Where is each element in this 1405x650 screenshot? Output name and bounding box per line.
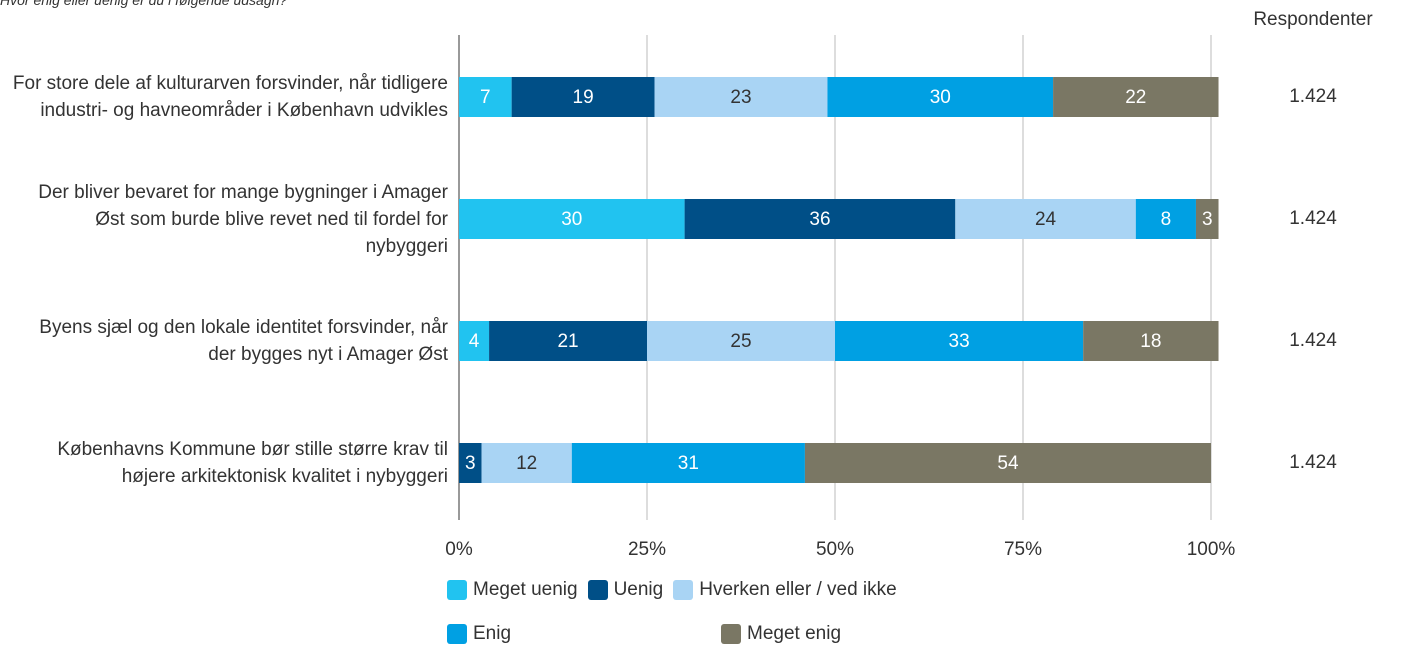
data-label: 3 [465, 453, 476, 474]
legend-label: Hverken eller / ved ikke [699, 579, 897, 600]
bar-segment [1195, 199, 1219, 239]
bar-segment [489, 321, 647, 361]
data-label: 30 [930, 87, 951, 108]
legend: Meget uenig Uenig Hverken eller / ved ikke… [447, 576, 1147, 648]
x-tick-label: 25% [628, 539, 666, 560]
category-label: Byens sjæl og den lokale identitet forsv… [39, 317, 448, 365]
data-label: 19 [573, 87, 594, 108]
chart-title: Hvor enig eller uenig er du i følgende u… [0, 0, 288, 8]
legend-label: Enig [473, 623, 512, 644]
data-label: 7 [480, 87, 491, 108]
respondent-count: 1.424 [1289, 86, 1337, 107]
legend-label: Meget uenig [473, 579, 578, 600]
bar-segment [1135, 199, 1196, 239]
bar-segment [459, 321, 490, 361]
respondent-count: 1.424 [1289, 208, 1337, 229]
data-label: 33 [949, 331, 970, 352]
bar-segment [1083, 321, 1219, 361]
bar-segment [459, 199, 685, 239]
bar-segment [571, 443, 805, 483]
x-tick-label: 75% [1004, 539, 1042, 560]
legend-item: Uenig [587, 576, 664, 604]
data-label: 36 [809, 209, 830, 230]
bar-segment [654, 77, 828, 117]
bar-segment [1053, 77, 1219, 117]
bar-segment [955, 199, 1136, 239]
legend-swatch [447, 580, 467, 600]
x-tick-label: 0% [445, 539, 473, 560]
category-label: Københavns Kommune bør stille større kra… [57, 439, 448, 487]
legend-label: Uenig [613, 579, 664, 600]
legend-item: Meget uenig [447, 576, 578, 604]
legend-label: Meget enig [747, 623, 842, 644]
data-label: 18 [1140, 331, 1161, 352]
data-label: 54 [997, 453, 1019, 474]
data-label: 8 [1161, 209, 1172, 230]
legend-item: Hverken eller / ved ikke [673, 576, 897, 604]
category-label: Der bliver bevaret for mange bygninger i… [38, 181, 448, 257]
bar-segment [684, 199, 956, 239]
legend-item: Enig [447, 620, 511, 648]
bar-segment [647, 321, 835, 361]
data-label: 12 [516, 453, 537, 474]
bar-segment [511, 77, 655, 117]
bar-segment [459, 443, 482, 483]
legend-swatch [447, 624, 467, 644]
category-label: For store dele af kulturarven forsvinder… [12, 73, 448, 121]
data-label: 21 [557, 331, 578, 352]
legend-swatch [587, 580, 608, 600]
x-tick-label: 50% [816, 539, 854, 560]
legend-swatch [721, 624, 742, 644]
respondent-count: 1.424 [1289, 330, 1337, 351]
data-label: 25 [730, 331, 751, 352]
bar-segment [481, 443, 572, 483]
bar-segment [835, 321, 1084, 361]
data-label: 24 [1035, 209, 1057, 230]
legend-swatch [673, 580, 694, 600]
legend-item: Meget enig [721, 620, 841, 648]
data-label: 23 [730, 87, 751, 108]
respondent-count: 1.424 [1289, 452, 1337, 473]
data-label: 31 [678, 453, 699, 474]
bar-segment [459, 77, 512, 117]
data-label: 4 [469, 331, 480, 352]
bar-segment [827, 77, 1054, 117]
column-header: Respondenter [1253, 9, 1373, 30]
data-label: 22 [1125, 87, 1146, 108]
data-label: 3 [1202, 209, 1213, 230]
data-label: 30 [561, 209, 582, 230]
x-tick-label: 100% [1187, 539, 1236, 560]
bar-segment [804, 443, 1211, 483]
